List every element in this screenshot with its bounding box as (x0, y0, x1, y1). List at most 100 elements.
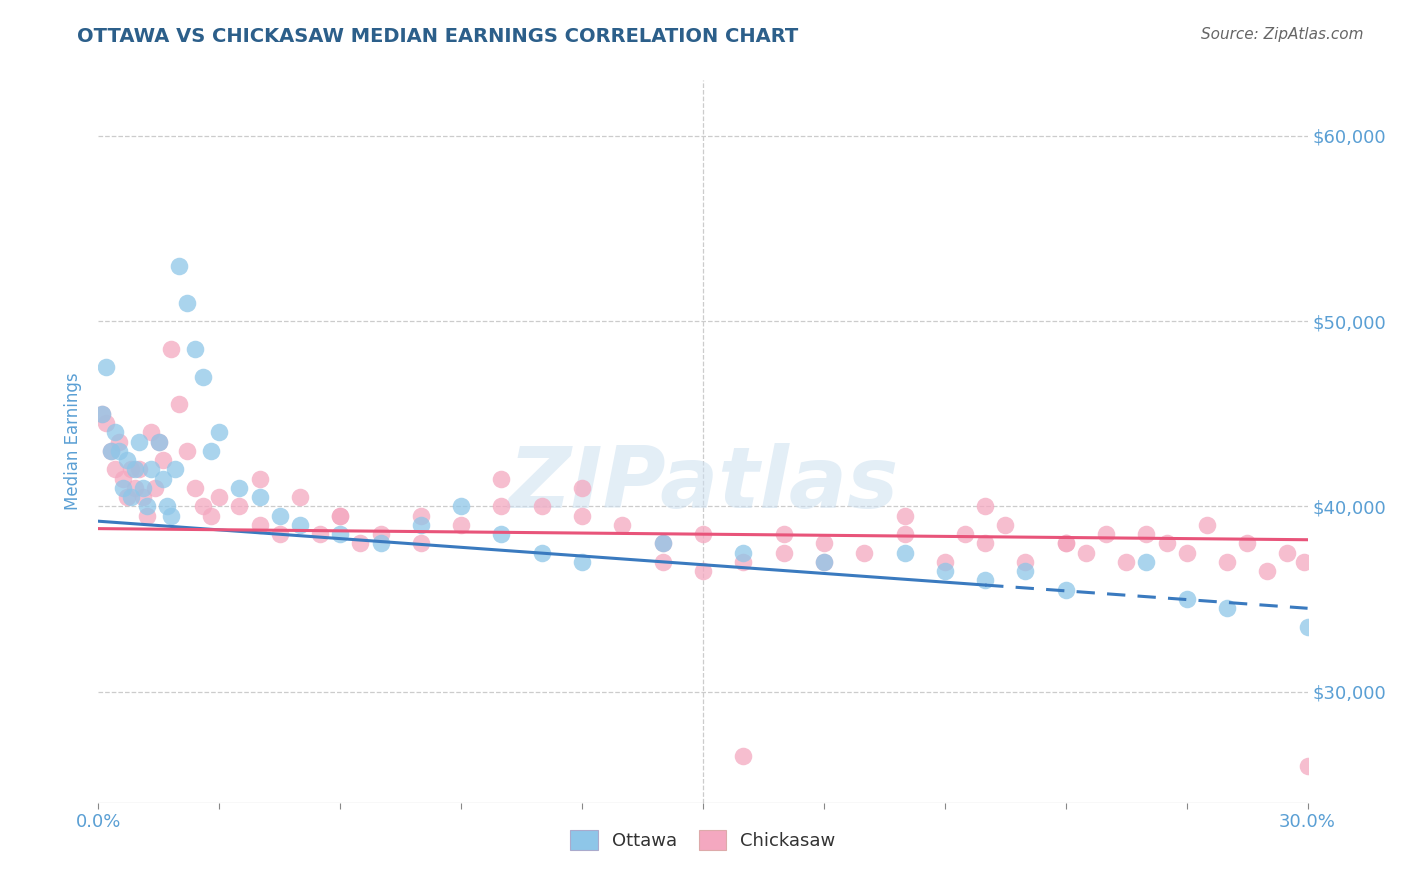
Point (1054, 536, 1077, 550)
Point (148, 434, 170, 449)
Point (934, 555, 956, 569)
Point (491, 472, 513, 486)
Point (953, 527, 976, 541)
Point (120, 462, 142, 476)
Point (100, 443, 122, 458)
Point (692, 564, 714, 578)
Point (651, 536, 673, 550)
Text: ZIPatlas: ZIPatlas (508, 443, 898, 526)
Point (111, 472, 134, 486)
Point (450, 500, 472, 514)
Point (288, 490, 311, 504)
Point (772, 527, 794, 541)
Point (370, 527, 392, 541)
Point (893, 546, 915, 560)
Point (1195, 517, 1218, 532)
Point (491, 527, 513, 541)
Point (1054, 582, 1077, 597)
Point (120, 490, 142, 504)
Point (813, 536, 835, 550)
Point (733, 555, 755, 569)
Point (409, 517, 432, 532)
Point (1277, 546, 1299, 560)
Point (107, 434, 129, 449)
Point (329, 508, 352, 523)
Point (115, 453, 138, 467)
Point (409, 508, 432, 523)
Point (163, 462, 186, 476)
Legend: Ottawa, Chickasaw: Ottawa, Chickasaw (561, 821, 845, 859)
Point (329, 527, 352, 541)
Point (370, 536, 392, 550)
Point (249, 517, 271, 532)
Point (139, 462, 162, 476)
Point (103, 425, 125, 440)
Point (100, 443, 122, 458)
Point (135, 500, 157, 514)
Point (148, 434, 170, 449)
Point (1292, 555, 1315, 569)
Point (184, 342, 207, 356)
Point (692, 527, 714, 541)
Point (115, 490, 138, 504)
Point (1054, 536, 1077, 550)
Point (530, 500, 553, 514)
Point (176, 295, 198, 310)
Point (156, 500, 179, 514)
Point (1014, 564, 1036, 578)
Point (91, 407, 114, 421)
Point (853, 546, 876, 560)
Point (200, 443, 222, 458)
Point (1216, 601, 1239, 615)
Point (329, 508, 352, 523)
Point (571, 555, 593, 569)
Point (934, 564, 956, 578)
Point (1095, 527, 1118, 541)
Point (651, 536, 673, 550)
Point (813, 555, 835, 569)
Point (228, 500, 250, 514)
Point (1216, 555, 1239, 569)
Point (269, 527, 291, 541)
Point (193, 500, 215, 514)
Point (612, 517, 634, 532)
Point (1175, 592, 1198, 607)
Point (132, 490, 155, 504)
Point (249, 472, 271, 486)
Point (107, 443, 129, 458)
Point (409, 536, 432, 550)
Point (349, 536, 371, 550)
Point (491, 500, 513, 514)
Point (1175, 546, 1198, 560)
Text: Source: ZipAtlas.com: Source: ZipAtlas.com (1201, 27, 1364, 42)
Point (813, 555, 835, 569)
Point (1014, 555, 1036, 569)
Point (176, 443, 198, 458)
Point (1296, 758, 1319, 772)
Point (208, 490, 231, 504)
Point (1156, 536, 1178, 550)
Point (450, 517, 472, 532)
Point (124, 462, 146, 476)
Point (733, 749, 755, 764)
Point (193, 369, 215, 384)
Point (128, 434, 150, 449)
Point (152, 453, 174, 467)
Point (974, 574, 997, 588)
Point (91, 407, 114, 421)
Point (184, 481, 207, 495)
Point (1074, 546, 1097, 560)
Point (96, 360, 118, 375)
Point (309, 527, 332, 541)
Point (1115, 555, 1137, 569)
Point (160, 508, 183, 523)
Point (103, 462, 125, 476)
Point (96, 416, 118, 430)
Point (269, 508, 291, 523)
Point (772, 546, 794, 560)
Point (530, 546, 553, 560)
Text: OTTAWA VS CHICKASAW MEDIAN EARNINGS CORRELATION CHART: OTTAWA VS CHICKASAW MEDIAN EARNINGS CORR… (77, 27, 799, 45)
Point (135, 508, 157, 523)
Point (111, 481, 134, 495)
Point (200, 508, 222, 523)
